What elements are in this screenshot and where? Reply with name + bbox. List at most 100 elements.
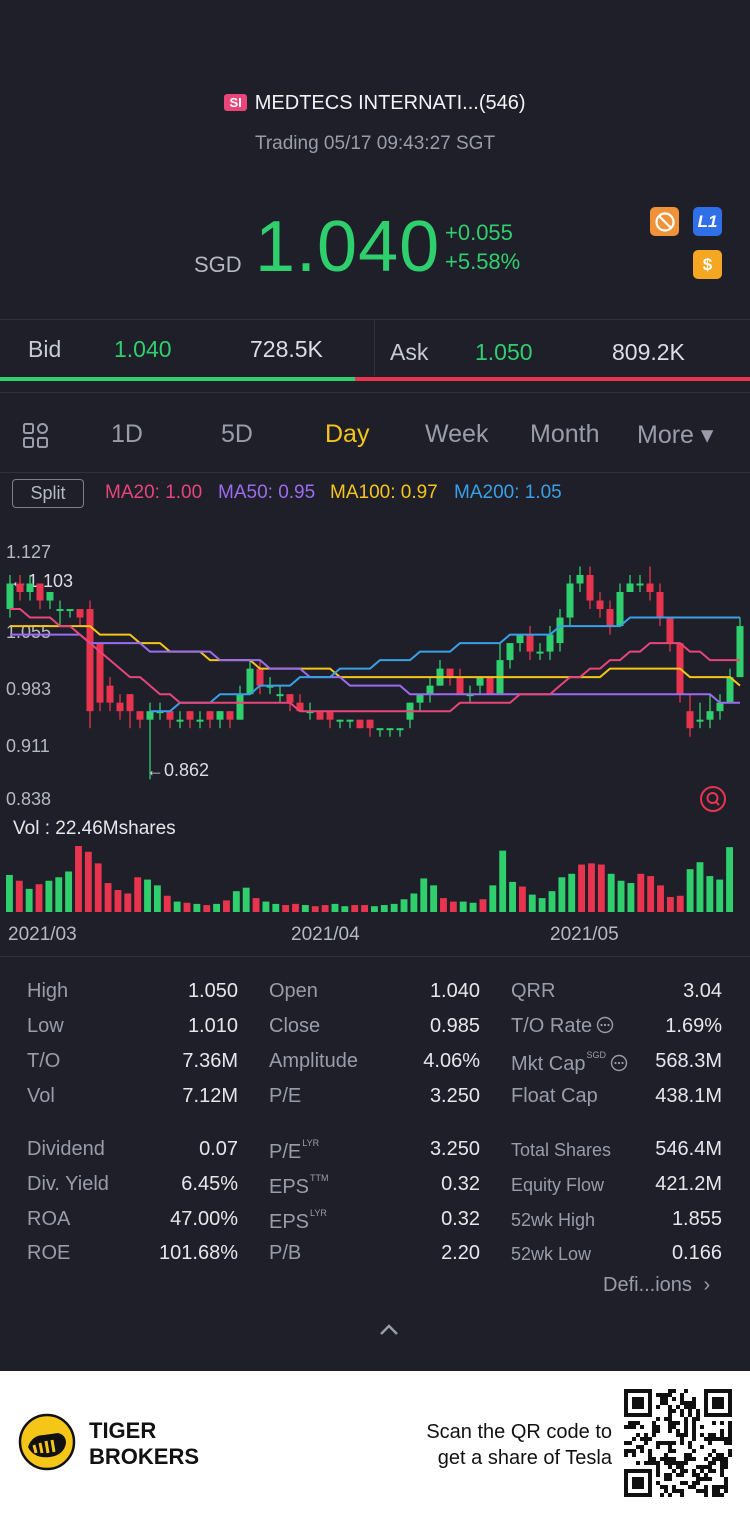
stat-label-text: 52wk Low — [511, 1244, 592, 1264]
stat-label: Mkt CapSGD — [511, 1050, 628, 1076]
stat-value: 1.855 — [671, 1208, 722, 1230]
candle — [336, 719, 344, 729]
stat-label-text: QRR — [511, 980, 556, 1002]
tab-month[interactable]: Month — [530, 420, 600, 448]
stat-label-text: EPS — [269, 1176, 310, 1198]
candle — [576, 566, 584, 593]
stat-label-text: Open — [269, 980, 318, 1002]
candle — [326, 711, 334, 729]
qr-code-icon[interactable] — [624, 1389, 732, 1497]
candlestick-chart[interactable] — [0, 530, 750, 820]
candle — [596, 592, 604, 618]
tab-week[interactable]: Week — [425, 420, 489, 448]
ma200-label: MA200: 1.05 — [454, 482, 562, 503]
candle — [116, 694, 124, 720]
candle — [486, 677, 494, 695]
tab-5d[interactable]: 5D — [221, 420, 253, 448]
volume-bar — [331, 903, 339, 912]
stat-value: 6.45% — [181, 1173, 238, 1195]
divider — [0, 392, 750, 393]
chevron-up-icon[interactable] — [376, 1320, 402, 1345]
candle — [506, 643, 514, 669]
candle — [616, 583, 624, 627]
candle — [56, 600, 64, 627]
stat-label[interactable]: T/O Rate — [511, 1015, 614, 1038]
stat-value: 568.3M — [655, 1050, 722, 1072]
candle — [356, 719, 364, 729]
stat-label-text: High — [27, 980, 69, 1002]
stat-label-text: T/O — [27, 1050, 61, 1072]
stat-label-superscript: SGD — [586, 1050, 606, 1060]
ma20-label: MA20: 1.00 — [105, 482, 203, 503]
candle — [496, 643, 504, 695]
stat-label: Dividend — [27, 1138, 105, 1161]
stat-value: 7.12M — [182, 1085, 238, 1107]
stat-label: Total Shares — [511, 1140, 611, 1161]
stat-value: 438.1M — [655, 1085, 722, 1107]
ma50-label: MA50: 0.95 — [218, 482, 316, 503]
volume-bar — [676, 895, 684, 912]
candle — [666, 617, 674, 652]
volume-bar — [45, 880, 53, 912]
stat-label-text: ROA — [27, 1208, 71, 1230]
volume-bar — [183, 902, 191, 912]
stat-label-superscript: LYR — [310, 1208, 327, 1218]
tab-more[interactable]: More ▾ — [637, 421, 714, 449]
definitions-link[interactable]: Defi...ions › — [603, 1274, 710, 1297]
dollar-icon[interactable]: $ — [693, 250, 722, 279]
stat-label: EPSTTM — [269, 1173, 329, 1199]
stock-title[interactable]: SI MEDTECS INTERNATI...(546) — [0, 92, 750, 115]
level1-icon[interactable]: L1 — [693, 207, 722, 236]
volume-bar — [84, 851, 92, 912]
candle — [626, 574, 634, 593]
candle — [426, 677, 434, 703]
stat-label: 52wk High — [511, 1210, 595, 1231]
stat-value: 101.68% — [159, 1242, 238, 1264]
volume-bar — [252, 898, 260, 912]
stat-value: 0.32 — [441, 1208, 480, 1230]
volume-bar — [242, 887, 250, 912]
volume-bar — [588, 863, 595, 912]
ask-volume: 809.2K — [612, 339, 685, 365]
trading-status: Trading 05/17 09:43:27 SGT — [254, 133, 496, 154]
volume-bar — [706, 876, 714, 912]
layout-grid-icon[interactable] — [22, 422, 50, 455]
stat-label-text: ROE — [27, 1242, 71, 1264]
volume-bar — [666, 896, 674, 912]
info-dots-icon[interactable] — [592, 1015, 614, 1037]
stat-label: Float Cap — [511, 1085, 598, 1108]
candle — [456, 668, 464, 695]
volume-bar — [686, 869, 694, 912]
tab-day[interactable]: Day — [325, 420, 370, 448]
volume-bar — [193, 903, 201, 912]
stat-label: Amplitude — [269, 1050, 358, 1073]
volume-bar — [124, 893, 132, 912]
candle — [726, 668, 734, 703]
candle — [706, 694, 714, 729]
candle — [226, 711, 234, 729]
stat-label-text: Dividend — [27, 1138, 105, 1160]
info-dots-icon[interactable] — [606, 1053, 628, 1075]
no-short-icon[interactable] — [650, 207, 679, 236]
stat-label-text: Amplitude — [269, 1050, 358, 1072]
volume-bar — [548, 891, 556, 912]
candle — [6, 574, 14, 618]
stat-label: High — [27, 980, 68, 1003]
split-button[interactable]: Split — [12, 479, 84, 508]
stat-label: Equity Flow — [511, 1175, 604, 1196]
stat-value: 1.040 — [429, 980, 480, 1002]
promo-text: Scan the QR code to get a share of Tesla — [426, 1419, 612, 1471]
candle — [146, 702, 154, 780]
tab-1d[interactable]: 1D — [111, 420, 143, 448]
bid-ask-ratio-bar — [0, 377, 750, 381]
x-tick-label: 2021/05 — [550, 924, 619, 945]
magnify-icon[interactable] — [699, 785, 727, 818]
candle — [406, 702, 414, 729]
candle — [316, 711, 324, 720]
stat-label: QRR — [511, 980, 555, 1003]
candle — [256, 660, 264, 695]
candle — [96, 643, 104, 712]
market-badge: SI — [224, 94, 247, 111]
stat-label-text: Low — [27, 1015, 64, 1037]
ma100-line — [10, 625, 741, 687]
